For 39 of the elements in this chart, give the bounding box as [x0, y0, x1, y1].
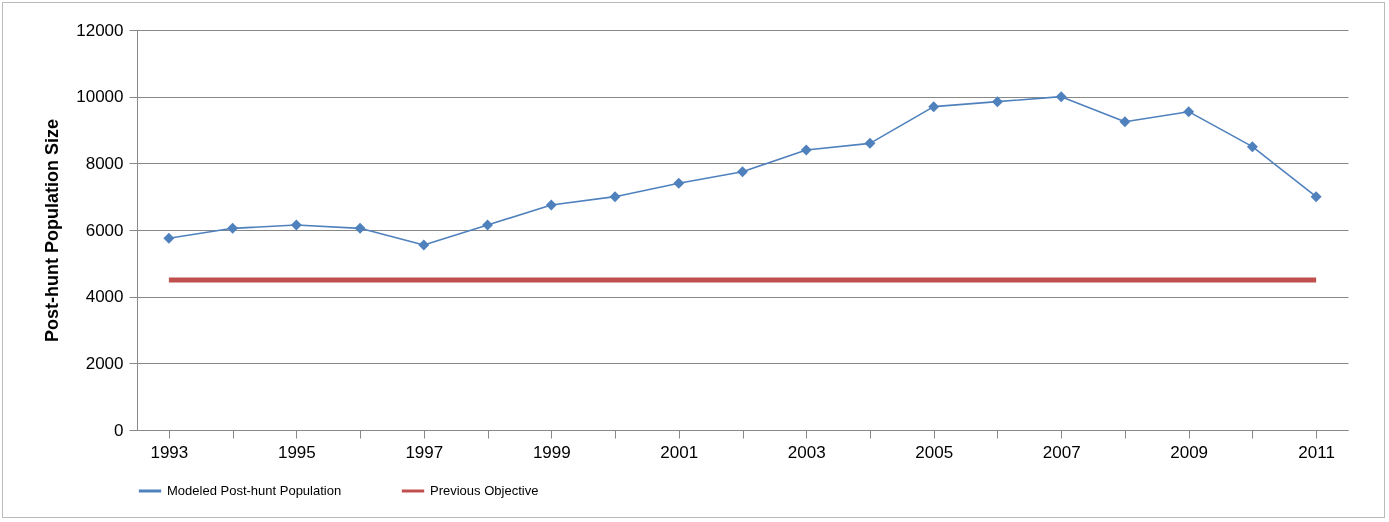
y-tick-label: 12000	[76, 20, 124, 40]
point	[354, 222, 366, 234]
x-tick-label: 1995	[277, 442, 316, 462]
point	[737, 166, 748, 178]
point	[163, 232, 175, 244]
x-tick-label: 2001	[660, 442, 699, 462]
point	[545, 199, 557, 211]
x-tick-label: 1999	[532, 442, 571, 462]
x-tick-label: 2011	[1298, 442, 1335, 462]
y-tick-label: 6000	[85, 220, 124, 240]
y-axis-title: Post-hunt Population Size	[42, 119, 63, 342]
x-tick-label: 2009	[1170, 442, 1209, 462]
legend-label: Modeled Post-hunt Population	[167, 483, 342, 498]
x-tick-label: 1997	[405, 442, 444, 462]
y-tick-label: 2000	[85, 353, 124, 373]
point	[991, 96, 1003, 108]
point	[928, 101, 940, 113]
point	[418, 239, 430, 251]
x-tick-label: 1993	[150, 442, 189, 462]
y-tick-label: 4000	[85, 287, 124, 307]
point	[290, 219, 302, 231]
point	[482, 219, 494, 231]
point	[800, 144, 812, 156]
y-tick-label: 10000	[76, 87, 124, 107]
point	[864, 137, 876, 149]
x-tick-label: 2003	[787, 442, 826, 462]
x-tick-label: 2007	[1042, 442, 1081, 462]
y-tick-label: 0	[114, 420, 124, 440]
y-tick-label: 8000	[85, 153, 124, 173]
point	[609, 191, 621, 203]
point	[1183, 106, 1195, 118]
point	[1246, 141, 1258, 153]
point	[1119, 116, 1131, 128]
point	[673, 177, 685, 189]
legend-label: Previous Objective	[430, 483, 539, 498]
point	[227, 222, 239, 234]
point	[1055, 91, 1067, 103]
x-tick-label: 2005	[915, 442, 954, 462]
point	[1310, 191, 1322, 203]
